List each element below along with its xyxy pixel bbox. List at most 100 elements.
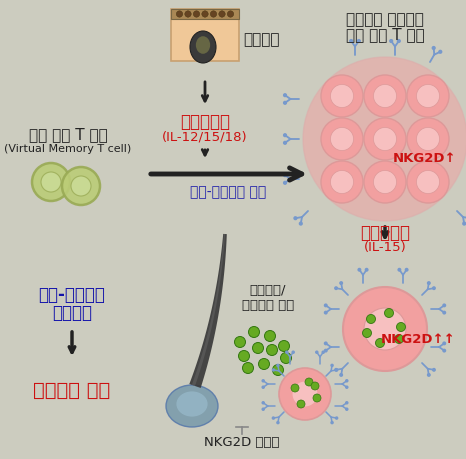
Circle shape (273, 365, 283, 375)
Circle shape (330, 128, 354, 151)
Circle shape (417, 171, 439, 194)
Circle shape (291, 384, 299, 392)
Circle shape (261, 379, 265, 383)
Circle shape (376, 339, 384, 348)
Circle shape (283, 134, 287, 138)
Text: 사이토카인: 사이토카인 (360, 224, 410, 241)
Text: NKG2D↑: NKG2D↑ (392, 151, 456, 164)
Circle shape (432, 286, 436, 291)
Circle shape (276, 364, 280, 367)
FancyBboxPatch shape (171, 10, 239, 62)
Circle shape (345, 408, 349, 411)
Circle shape (397, 268, 401, 272)
Polygon shape (189, 235, 227, 388)
Circle shape (299, 222, 303, 226)
Text: (IL-12/15/18): (IL-12/15/18) (162, 130, 248, 143)
Circle shape (373, 85, 397, 108)
Ellipse shape (196, 37, 210, 55)
Circle shape (305, 378, 313, 386)
Ellipse shape (177, 392, 207, 417)
Circle shape (227, 12, 234, 18)
Circle shape (462, 222, 466, 226)
Circle shape (311, 382, 319, 390)
Circle shape (234, 337, 246, 348)
Circle shape (303, 58, 466, 222)
Circle shape (330, 421, 334, 425)
Circle shape (407, 162, 449, 203)
Text: (IL-15): (IL-15) (363, 241, 406, 254)
Circle shape (335, 369, 338, 372)
Circle shape (193, 12, 200, 18)
Circle shape (442, 341, 446, 346)
Circle shape (293, 217, 297, 221)
Circle shape (41, 173, 61, 193)
Circle shape (366, 315, 376, 324)
Circle shape (322, 351, 325, 354)
Circle shape (283, 94, 287, 98)
Circle shape (407, 76, 449, 118)
Circle shape (242, 363, 254, 374)
Circle shape (364, 308, 406, 350)
Circle shape (404, 268, 409, 272)
Text: (Virtual Memory T cell): (Virtual Memory T cell) (4, 144, 131, 154)
Circle shape (324, 304, 328, 308)
Text: 가상 기억 T 세포: 가상 기억 T 세포 (28, 127, 107, 142)
Circle shape (248, 327, 260, 338)
Circle shape (442, 349, 446, 353)
Circle shape (185, 12, 191, 18)
Circle shape (313, 394, 321, 402)
Circle shape (345, 401, 349, 405)
Circle shape (281, 353, 292, 364)
Circle shape (283, 141, 287, 146)
Circle shape (253, 343, 263, 354)
Circle shape (357, 40, 361, 44)
Circle shape (261, 386, 265, 389)
Circle shape (71, 177, 91, 196)
Ellipse shape (190, 32, 216, 64)
Circle shape (345, 386, 349, 389)
Circle shape (330, 85, 354, 108)
Circle shape (324, 349, 328, 353)
Circle shape (373, 128, 397, 151)
Circle shape (265, 331, 275, 342)
Circle shape (335, 416, 338, 420)
Circle shape (279, 368, 331, 420)
Circle shape (239, 351, 249, 362)
Circle shape (349, 40, 353, 44)
Bar (171, 10, 239, 20)
Circle shape (438, 50, 442, 55)
Circle shape (279, 341, 289, 352)
Circle shape (272, 416, 275, 420)
Circle shape (291, 351, 295, 354)
Circle shape (297, 400, 305, 408)
Text: 가상 기억 T 세포: 가상 기억 T 세포 (346, 28, 425, 42)
Text: NKG2D 리간드: NKG2D 리간드 (204, 436, 280, 448)
Circle shape (285, 351, 288, 354)
Circle shape (261, 408, 265, 411)
Circle shape (417, 85, 439, 108)
Circle shape (219, 12, 225, 18)
Circle shape (315, 351, 319, 354)
Circle shape (321, 162, 363, 203)
Circle shape (293, 382, 317, 407)
Ellipse shape (166, 385, 218, 427)
Circle shape (276, 421, 280, 425)
Circle shape (324, 341, 328, 346)
Circle shape (339, 281, 343, 285)
Circle shape (334, 286, 338, 291)
Circle shape (395, 335, 404, 344)
Text: 세포독성: 세포독성 (52, 303, 92, 321)
Circle shape (373, 171, 397, 194)
Circle shape (427, 373, 431, 377)
Text: 모낭세포: 모낭세포 (243, 33, 280, 47)
Circle shape (364, 162, 406, 203)
Circle shape (364, 76, 406, 118)
Circle shape (321, 76, 363, 118)
Circle shape (364, 268, 369, 272)
Circle shape (407, 119, 449, 161)
Circle shape (345, 379, 349, 383)
Text: 사이토카인: 사이토카인 (180, 113, 230, 131)
Circle shape (321, 119, 363, 161)
Circle shape (267, 345, 277, 356)
Circle shape (283, 181, 287, 185)
